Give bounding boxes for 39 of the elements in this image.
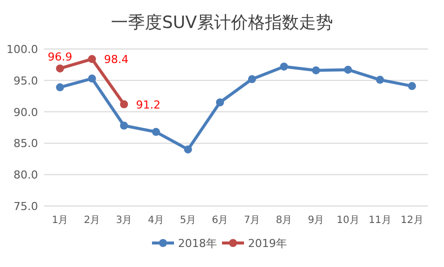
point [248, 75, 256, 84]
x-tick-label: 4月 [148, 215, 164, 226]
y-tick-label: 85.0 [14, 137, 38, 150]
data-label: 91.2 [136, 98, 160, 112]
legend-label: 2018年 [178, 237, 217, 250]
y-tick-label: 80.0 [14, 168, 38, 182]
point [280, 62, 288, 71]
point [120, 122, 128, 130]
legend-label: 2019年 [248, 237, 287, 250]
y-tick-label: 95.0 [14, 74, 38, 88]
point [408, 82, 416, 90]
point [344, 66, 352, 74]
x-tick-label: 10月 [336, 215, 360, 226]
point [56, 64, 64, 72]
point [376, 76, 384, 84]
x-tick-label: 11月 [368, 215, 392, 226]
point [216, 98, 224, 106]
y-tick-label: 75.0 [14, 200, 38, 213]
x-tick-label: 5月 [180, 215, 196, 226]
data-label: 98.4 [104, 53, 128, 66]
x-tick-label: 2月 [84, 215, 100, 226]
x-tick-label: 1月 [52, 215, 68, 226]
point [88, 55, 96, 64]
x-tick-label: 7月 [244, 215, 260, 226]
chart-title: 一季度SUV累计价格指数走势 [111, 13, 333, 33]
x-tick-label: 3月 [116, 215, 132, 226]
y-tick-label: 100.0 [6, 43, 38, 56]
point [184, 145, 192, 154]
point [88, 74, 96, 83]
point [120, 100, 128, 108]
x-tick-label: 6月 [212, 215, 228, 226]
x-tick-label: 8月 [276, 215, 292, 226]
point [312, 66, 320, 74]
point [56, 83, 64, 92]
x-tick-label: 9月 [308, 215, 324, 226]
y-tick-label: 90.0 [14, 106, 38, 119]
x-tick-label: 12月 [400, 215, 424, 226]
data-label: 96.9 [48, 50, 72, 64]
point [152, 128, 160, 136]
